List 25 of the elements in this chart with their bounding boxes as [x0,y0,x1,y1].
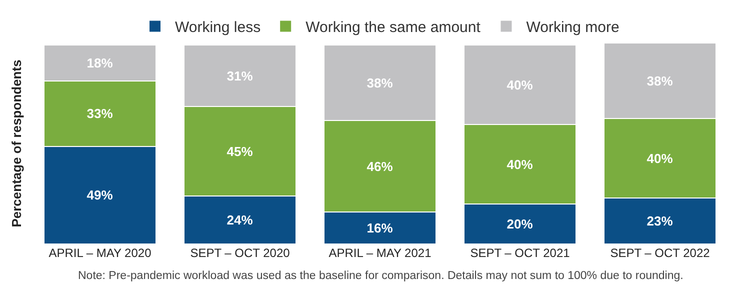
data-label: 16% [366,220,394,236]
data-label: 31% [226,68,254,84]
x-tick-label: SEPT – OCT 2020 [190,246,290,260]
y-axis-title: Percentage of respondents [8,60,24,228]
text: Note: Pre-pandemic workload was used as the baseline for comparison. Details may not sum to 100% due to rounding. [78,270,684,282]
data-label: 46% [366,158,394,174]
data-label: 38% [646,73,674,88]
data-label: 40% [506,156,534,172]
data-label: 24% [226,212,254,228]
data-label: 20% [506,216,534,232]
data-label: 49% [86,188,114,203]
data-label: 40% [506,77,534,92]
x-tick-label: SEPT – OCT 2022 [610,246,710,260]
legend-label: Working more [526,19,620,36]
x-tick-label: APRIL – MAY 2020 [48,246,152,260]
data-label: 38% [366,75,394,90]
legend-label: Working the same amount [306,19,482,36]
data-label: 40% [646,150,674,166]
legend-label: Working less [175,19,261,36]
data-label: 23% [646,214,674,229]
data-label: 18% [86,55,114,70]
data-label: 45% [226,144,254,159]
data-label: 33% [86,106,114,122]
x-tick-label: APRIL – MAY 2021 [328,246,432,260]
x-tick-label: SEPT – OCT 2021 [470,246,570,260]
